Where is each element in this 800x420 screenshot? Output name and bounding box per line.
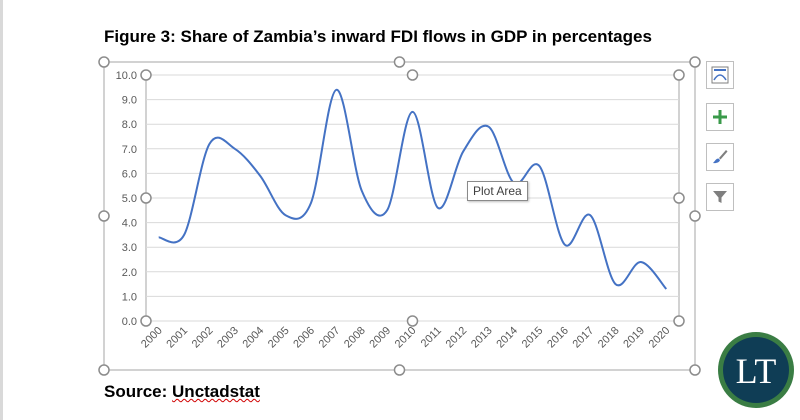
x-tick-label: 2013 (469, 325, 495, 351)
x-tick-label: 2005 (266, 325, 292, 351)
x-tick-label: 2018 (596, 325, 622, 351)
chart-resize-handle[interactable] (689, 364, 701, 376)
data-point (588, 213, 593, 218)
data-point (664, 287, 669, 292)
x-tick-label: 2003 (215, 325, 241, 351)
x-tick-label: 2017 (570, 325, 596, 351)
chart-layout-button[interactable] (706, 61, 734, 89)
data-point (156, 235, 161, 240)
lusaka-times-logo: LT (718, 332, 794, 408)
data-point (258, 173, 263, 178)
chart-resize-handle[interactable] (689, 210, 701, 222)
chart-resize-handle[interactable] (98, 210, 110, 222)
chart-area-frame[interactable] (103, 61, 696, 371)
y-tick-label: 10.0 (116, 70, 137, 82)
filter-icon (713, 191, 727, 203)
data-point (207, 141, 212, 146)
chart-elements-button[interactable] (706, 103, 734, 131)
x-tick-label: 2015 (520, 325, 546, 351)
x-tick-label: 2004 (241, 325, 267, 351)
data-point (410, 109, 415, 114)
x-tick-label: 2010 (393, 325, 419, 351)
y-tick-label: 0.0 (122, 316, 137, 328)
layout-icon (711, 66, 729, 84)
x-tick-label: 2007 (317, 325, 343, 351)
data-point (385, 208, 390, 213)
plot-resize-handle[interactable] (140, 69, 152, 81)
plot-resize-handle[interactable] (406, 69, 419, 81)
chart-styles-button[interactable] (706, 143, 734, 171)
chart-resize-handle[interactable] (98, 56, 110, 68)
x-tick-label: 2014 (494, 325, 520, 351)
x-tick-label: 2001 (164, 325, 190, 351)
plot-area-tooltip: Plot Area (467, 181, 528, 201)
x-tick-label: 2009 (367, 325, 393, 351)
data-point (486, 124, 491, 129)
data-points (156, 87, 669, 291)
data-point (308, 200, 313, 205)
chart-resize-handle[interactable] (689, 56, 701, 68)
plot-resize-handle[interactable] (406, 315, 419, 327)
x-tick-label: 2000 (139, 325, 165, 351)
y-tick-label: 7.0 (122, 144, 137, 156)
x-tick-label: 2016 (545, 325, 571, 351)
figure-title: Figure 3: Share of Zambia’s inward FDI f… (104, 27, 652, 46)
data-point (283, 213, 288, 218)
plot-resize-handle[interactable] (673, 69, 685, 81)
data-point (182, 232, 187, 237)
plus-icon (713, 110, 727, 124)
data-point (359, 188, 364, 193)
x-axis-tick-labels: 2000 2001 2002 2003 2004 2005 2006 2007 2008 2009… (139, 325, 672, 351)
data-point (461, 149, 466, 154)
data-point (537, 164, 542, 169)
chart-resize-handle[interactable] (98, 364, 110, 376)
chart-resize-handle[interactable] (393, 364, 406, 376)
page-left-border (0, 0, 3, 420)
y-tick-label: 6.0 (122, 168, 137, 180)
source-label: Source: (104, 382, 173, 401)
x-tick-label: 2012 (444, 325, 470, 351)
x-tick-label: 2006 (291, 325, 317, 351)
series-line (158, 88, 668, 290)
plot-resize-handle[interactable] (140, 315, 152, 327)
paintbrush-icon (713, 150, 728, 164)
y-tick-label: 8.0 (122, 119, 137, 131)
plot-resize-handle[interactable] (140, 192, 152, 204)
x-tick-label: 2020 (647, 325, 673, 351)
y-tick-label: 2.0 (122, 267, 137, 279)
chart-filters-button[interactable] (706, 183, 734, 211)
logo-text: LT (736, 351, 777, 391)
plot-resize-handle[interactable] (673, 315, 685, 327)
data-point (562, 242, 567, 247)
y-tick-label: 4.0 (122, 218, 137, 230)
y-tick-label: 3.0 (122, 242, 137, 254)
data-point (613, 282, 618, 287)
plot-resize-handle[interactable] (673, 192, 685, 204)
y-tick-label: 5.0 (122, 193, 137, 205)
source-value: Unctadstat (172, 382, 260, 401)
y-tick-label: 1.0 (122, 291, 137, 303)
x-tick-label: 2019 (621, 325, 647, 351)
x-tick-label: 2008 (342, 325, 368, 351)
source-note: Source: Unctadstat (104, 382, 260, 402)
x-tick-label: 2002 (190, 325, 216, 351)
selection-handles[interactable] (98, 56, 701, 376)
data-point (334, 87, 339, 92)
chart-resize-handle[interactable] (393, 56, 406, 68)
data-point (232, 146, 237, 151)
y-axis-tick-labels: 0.0 1.0 2.0 3.0 4.0 5.0 6.0 7.0 8.0 9.0 10.0 (116, 70, 137, 328)
data-point (435, 205, 440, 210)
x-tick-label: 2011 (419, 325, 444, 350)
data-point (638, 259, 643, 264)
y-tick-label: 9.0 (122, 95, 137, 107)
